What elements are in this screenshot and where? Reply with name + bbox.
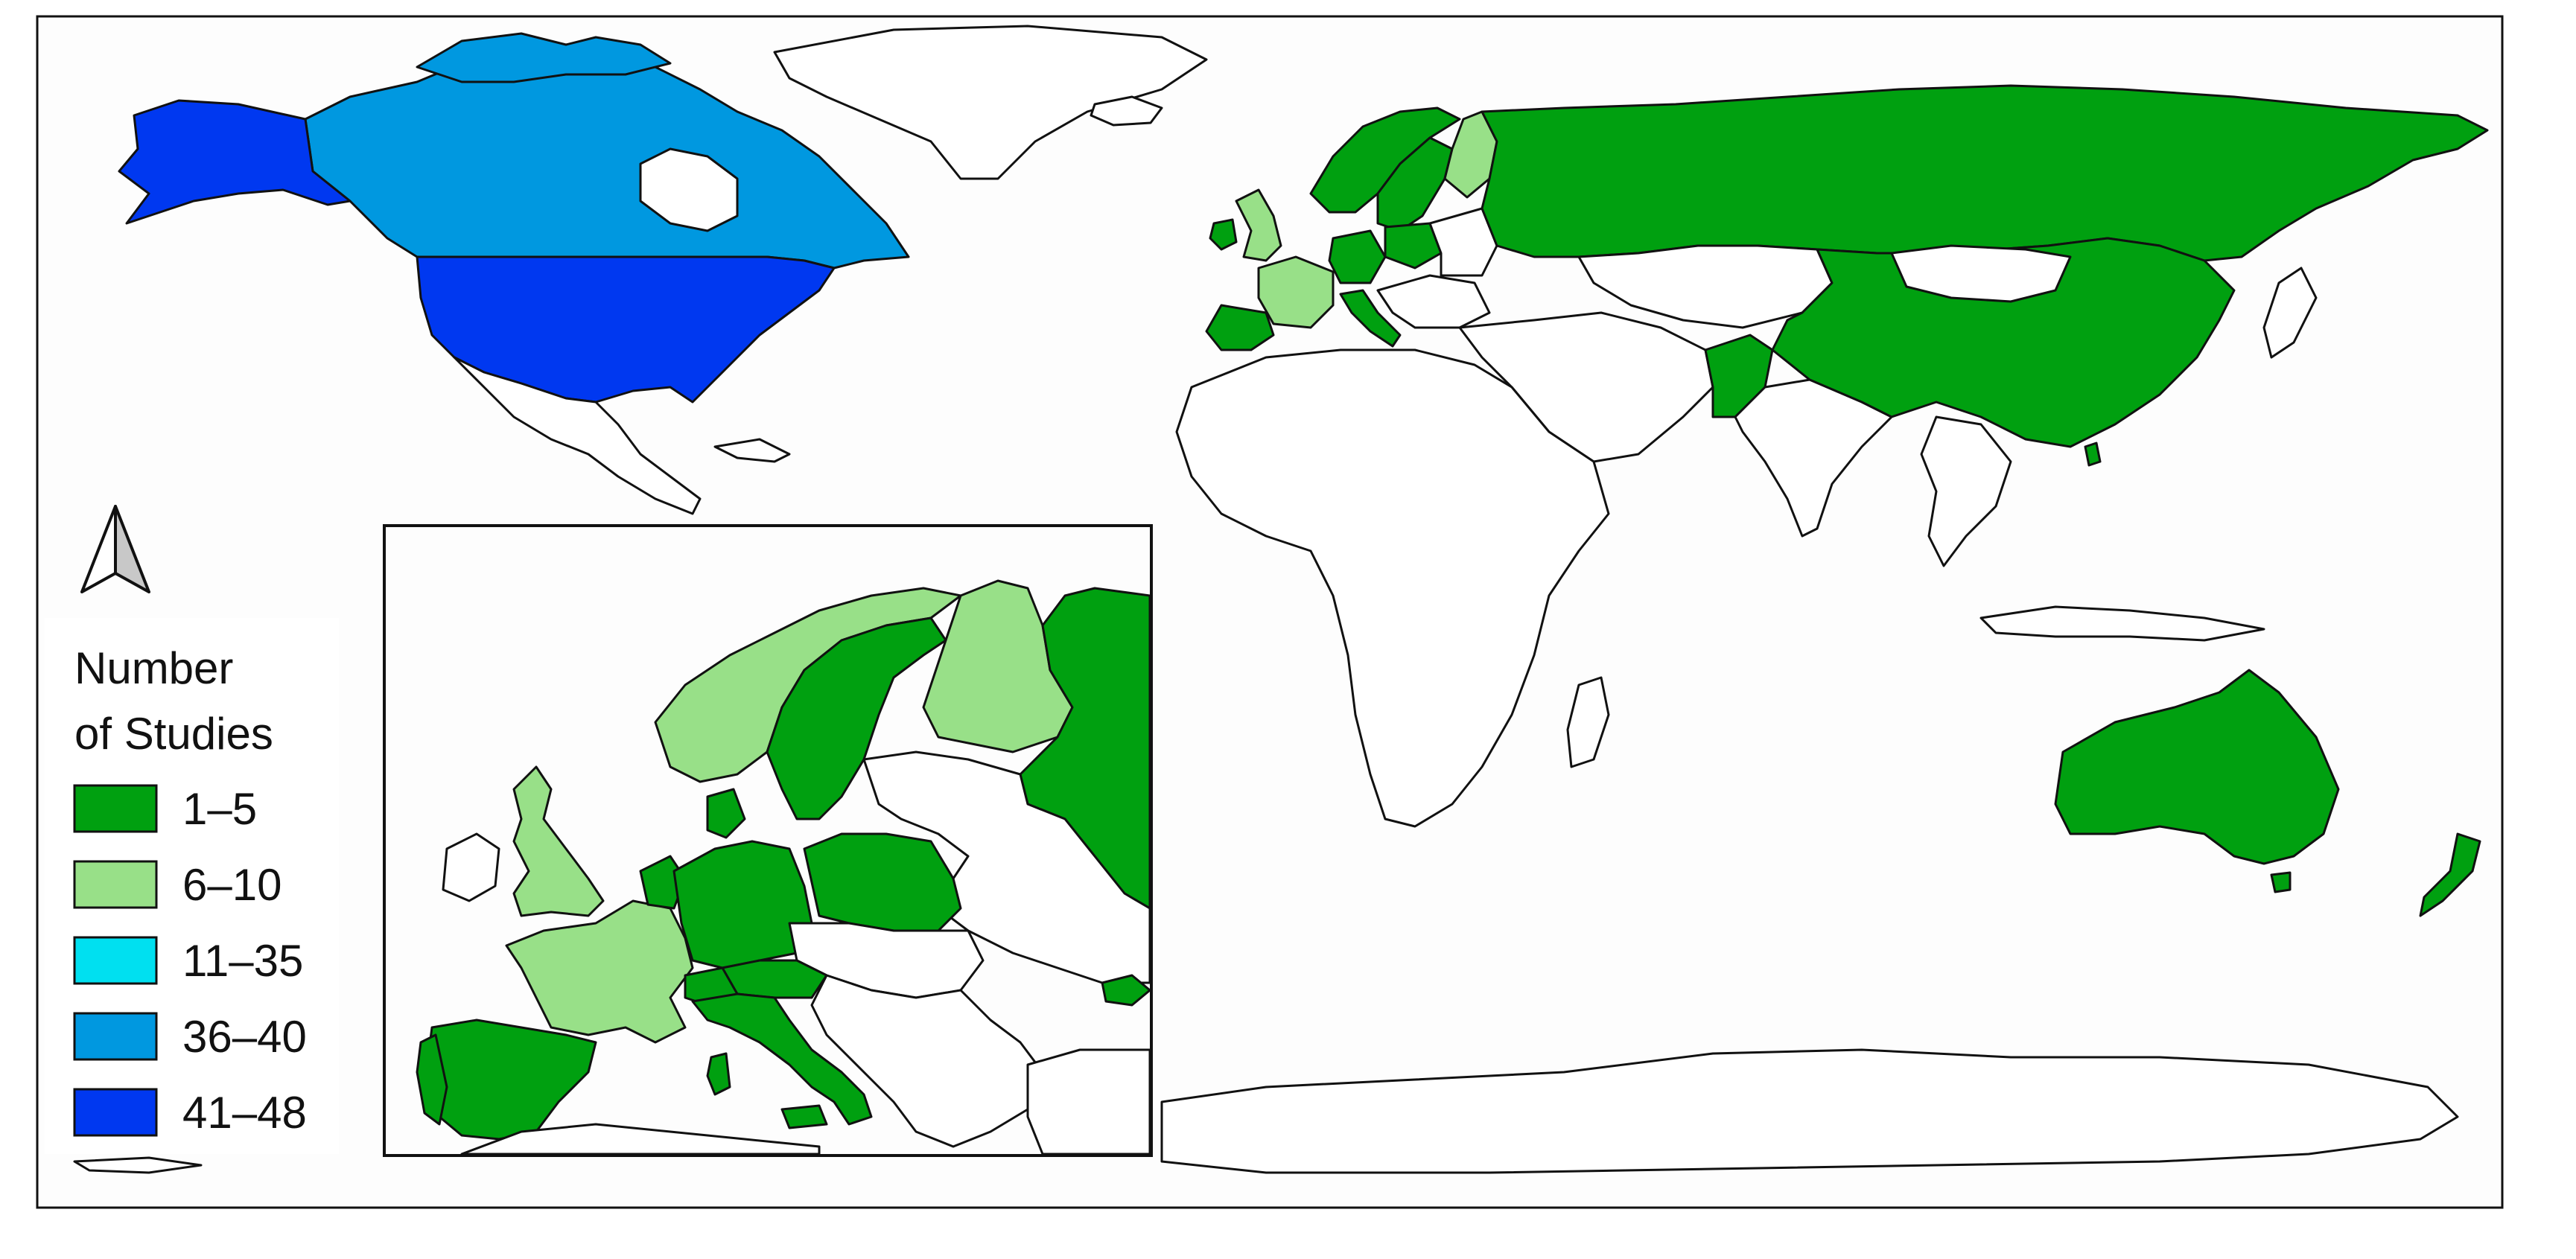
legend-swatch bbox=[73, 1088, 158, 1137]
legend-swatch bbox=[73, 860, 158, 909]
inset-country-portugal bbox=[416, 1033, 448, 1126]
country-spain bbox=[1205, 304, 1275, 351]
legend-label: 1–5 bbox=[182, 784, 257, 834]
country-australia bbox=[2054, 669, 2340, 865]
legend-label: 11–35 bbox=[182, 936, 303, 986]
europe bbox=[1090, 95, 1498, 351]
country-mexico bbox=[453, 356, 702, 515]
country-alaska bbox=[118, 99, 352, 225]
country-norway bbox=[1309, 106, 1461, 214]
legend: Number of Studies 1–5 6–10 11–35 36–40 41–48 bbox=[45, 618, 339, 1154]
inset-country-italy bbox=[691, 992, 873, 1126]
country-poland bbox=[1384, 222, 1443, 270]
inset-country-sweden bbox=[766, 616, 947, 820]
legend-swatch bbox=[73, 784, 158, 833]
inset-country-uk bbox=[512, 765, 605, 917]
country-germany bbox=[1328, 229, 1387, 284]
north-america bbox=[118, 25, 1208, 515]
antarctica-west bbox=[73, 1156, 203, 1174]
country-taiwan bbox=[2084, 442, 2102, 467]
inset-country-sicily bbox=[780, 1104, 828, 1129]
country-mongolia bbox=[1890, 244, 2072, 303]
country-ireland bbox=[1209, 218, 1238, 251]
antarctica bbox=[1160, 1048, 2459, 1174]
hudson-bay bbox=[639, 147, 739, 232]
inset-country-sardinia bbox=[706, 1052, 731, 1096]
country-japan bbox=[2262, 267, 2318, 359]
country-madagascar bbox=[1566, 676, 1610, 768]
country-iceland bbox=[1090, 95, 1163, 127]
country-china bbox=[1771, 237, 2236, 448]
inset-balkans bbox=[810, 974, 1044, 1148]
country-france bbox=[1257, 255, 1335, 329]
legend-title-line1: Number bbox=[74, 643, 233, 693]
country-balkans bbox=[1376, 274, 1491, 329]
inset-country-poland bbox=[803, 832, 962, 932]
legend-swatch bbox=[73, 1012, 158, 1061]
inset-country-denmark bbox=[706, 788, 746, 839]
caribbean bbox=[713, 438, 791, 463]
country-canada-islands bbox=[416, 32, 672, 83]
country-italy bbox=[1339, 289, 1402, 348]
inset-north-africa bbox=[460, 1123, 821, 1154]
country-uk bbox=[1235, 188, 1282, 262]
inset-country-france bbox=[505, 899, 694, 1044]
inset-turkey bbox=[1026, 1048, 1150, 1154]
country-new-zealand bbox=[2419, 832, 2481, 917]
legend-swatch bbox=[73, 936, 158, 985]
inset-country-georgia bbox=[1101, 974, 1150, 1007]
legend-label: 6–10 bbox=[182, 860, 282, 910]
north-arrow-icon bbox=[80, 505, 150, 593]
inset-country-ireland bbox=[442, 832, 500, 902]
europe-inset bbox=[383, 524, 1153, 1157]
legend-title-line2: of Studies bbox=[74, 709, 273, 759]
legend-label: 36–40 bbox=[182, 1012, 307, 1062]
indonesia bbox=[1979, 605, 2265, 642]
inset-country-germany bbox=[672, 840, 813, 969]
country-tasmania bbox=[2270, 871, 2292, 893]
legend-label: 41–48 bbox=[182, 1088, 307, 1138]
southeast-asia bbox=[1920, 415, 2012, 567]
africa bbox=[1175, 348, 1610, 828]
country-greenland bbox=[773, 25, 1208, 180]
